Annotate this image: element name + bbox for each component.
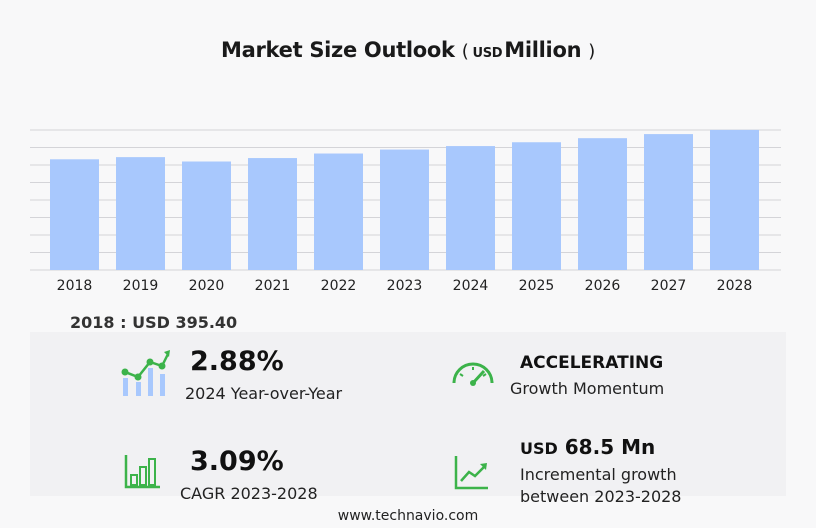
speedometer-icon [452,362,494,386]
yoy-value: 2.88% [190,346,284,377]
bar-2021 [248,158,297,270]
x-tick-label: 2023 [387,278,423,294]
bar-2025 [512,142,561,270]
bar-2018 [50,159,99,270]
yoy-label: 2024 Year-over-Year [185,384,343,403]
bar-2019 [116,157,165,270]
x-tick-label: 2027 [651,278,687,294]
bar-2026 [578,138,627,270]
title-unit: USD [472,46,503,61]
base-year-value: 2018 : USD 395.40 [70,313,238,332]
bar-2024 [446,146,495,270]
x-tick-label: 2022 [321,278,357,294]
incremental-label-1: Incremental growth [520,465,677,484]
x-tick-label: 2019 [123,278,159,294]
title-open-paren: ( [461,41,469,62]
title-close-paren: ) [588,41,595,62]
chart-title: Market Size Outlook (USDMillion ) [0,38,816,62]
bar-chart: 2018 2019 2020 2021 2022 2023 2024 2025 2026 2027… [30,129,781,294]
title-main: Market Size Outlook [221,38,455,62]
incremental-amount: 68.5 Mn [564,435,656,459]
momentum-value: ACCELERATING [520,353,664,373]
incremental-value: USD 68.5 Mn [520,435,655,459]
bar-2023 [380,149,429,270]
cagr-label: CAGR 2023-2028 [180,484,318,503]
momentum-label: Growth Momentum [510,379,665,398]
x-tick-label: 2028 [717,278,753,294]
incremental-label-2: between 2023-2028 [520,487,682,506]
title-scale: Million [504,38,582,62]
x-tick-label: 2020 [189,278,225,294]
growth-chart-icon [121,350,170,396]
bar-2020 [182,161,231,270]
x-tick-label: 2018 [57,278,93,294]
x-tick-label: 2025 [519,278,555,294]
bar-2028 [710,129,759,270]
x-tick-label: 2026 [585,278,621,294]
bar-growth-icon [124,455,160,489]
bar-2027 [644,134,693,270]
footer-url: www.technavio.com [337,508,479,524]
trend-up-icon [454,456,488,490]
bar-2022 [314,153,363,270]
cagr-value: 3.09% [190,446,284,477]
x-tick-label: 2021 [255,278,291,294]
incremental-unit: USD [520,439,558,458]
x-tick-label: 2024 [453,278,489,294]
